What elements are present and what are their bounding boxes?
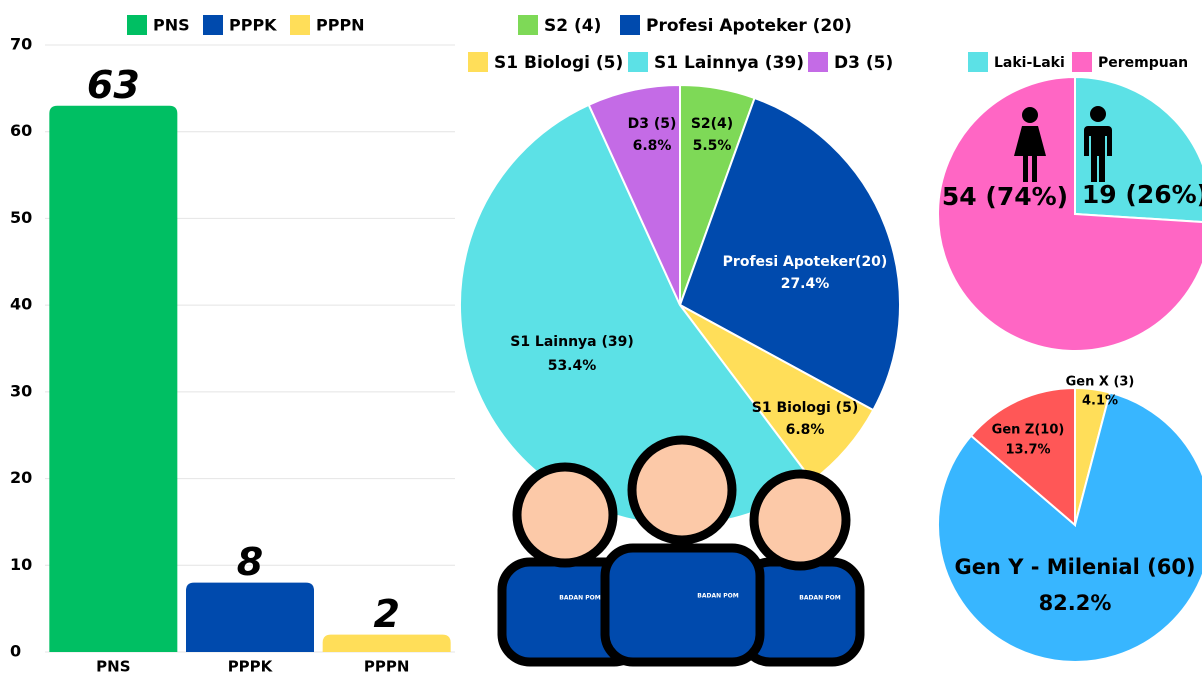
pie-slice	[937, 75, 1202, 352]
slice-value-label: 82.2%	[1039, 591, 1112, 615]
slice-value-label: 6.8%	[633, 138, 672, 154]
slice-label: S2(4)	[691, 116, 733, 132]
x-tick-label: PPPK	[228, 658, 274, 675]
woman-icon	[1014, 107, 1046, 182]
y-tick-label: 50	[10, 208, 32, 227]
pie-slice	[587, 83, 681, 306]
slice-label: S1 Lainnya (39)	[510, 334, 634, 350]
body	[600, 543, 765, 667]
legend-swatch	[518, 15, 538, 35]
legend-label: S1 Lainnya (39)	[654, 53, 804, 73]
y-tick-label: 60	[10, 121, 32, 140]
pie-slice	[1074, 75, 1202, 223]
pie-slice	[936, 391, 1202, 663]
legend-label: D3 (5)	[834, 53, 893, 73]
x-tick-label: PNS	[96, 658, 130, 675]
legend-swatch	[620, 15, 640, 35]
x-tick-label: PPPN	[364, 658, 410, 675]
gender-icons	[1014, 106, 1112, 182]
legend-swatch	[468, 52, 488, 72]
bar	[322, 634, 451, 652]
legend-label: PNS	[153, 16, 190, 35]
y-tick-label: 40	[10, 295, 32, 314]
charts: 0 10 20 30 40 50 60 70 63 PNS PNS 8 PPPK PPPK 2 PPPN PPP…	[10, 15, 1202, 675]
slice-value-label: 6.8%	[786, 422, 825, 438]
legend-swatch	[808, 52, 828, 72]
legend-swatch	[968, 52, 988, 72]
legend-swatch	[203, 15, 223, 35]
head	[627, 435, 737, 545]
slice-value-label: 27.4%	[781, 276, 830, 292]
bar	[186, 582, 314, 652]
y-tick-label: 30	[10, 381, 32, 400]
slice-value-label: 53.4%	[548, 358, 597, 374]
bar	[49, 105, 178, 652]
data-label: 63	[87, 63, 140, 107]
logo-text: BADAN POM	[697, 593, 738, 600]
slice-label: Gen Z(10)	[992, 423, 1065, 438]
slice-label: Gen Y - Milenial (60)	[954, 555, 1195, 579]
slice-value-label: 5.5%	[693, 138, 732, 154]
man-icon	[1084, 106, 1112, 182]
person-right: BADAN POM	[737, 469, 865, 667]
slice-label: 54 (74%)	[942, 182, 1068, 211]
y-tick-label: 20	[10, 468, 32, 487]
legend-swatch	[1072, 52, 1092, 72]
pie-slice	[969, 386, 1076, 528]
legend-label: PPPN	[316, 16, 365, 35]
legend-label: S1 Biologi (5)	[494, 53, 623, 73]
head	[512, 462, 618, 568]
slice-value-label: 13.7%	[1005, 443, 1050, 458]
slice-label: Gen X (3)	[1066, 375, 1135, 390]
slice-value-label: 4.1%	[1082, 394, 1118, 409]
legend-label: Profesi Apoteker (20)	[646, 16, 852, 36]
slice-label: D3 (5)	[628, 116, 677, 132]
person-middle: BADAN POM	[600, 435, 765, 667]
legend-label: S2 (4)	[544, 16, 601, 36]
logo-text: BADAN POM	[799, 595, 840, 602]
y-tick-label: 0	[10, 642, 21, 661]
legend-swatch	[290, 15, 310, 35]
y-tick-label: 70	[10, 35, 32, 54]
legend-label: PPPK	[229, 16, 277, 35]
slice-label: S1 Biologi (5)	[752, 400, 858, 416]
legend-swatch	[628, 52, 648, 72]
slice-label: Profesi Apoteker(20)	[723, 254, 888, 270]
people-illustration: BADAN POM BADAN POM BADAN POM	[497, 435, 865, 667]
pie-slice	[678, 96, 901, 412]
logo-text: BADAN POM	[559, 595, 600, 602]
head	[749, 469, 851, 571]
legend-label: Perempuan	[1098, 55, 1188, 71]
data-label: 8	[237, 540, 263, 584]
y-tick-label: 10	[10, 555, 32, 574]
slice-label: 19 (26%)	[1082, 180, 1202, 209]
data-label: 2	[373, 592, 399, 636]
legend-label: Laki-Laki	[994, 55, 1065, 71]
legend-swatch	[127, 15, 147, 35]
